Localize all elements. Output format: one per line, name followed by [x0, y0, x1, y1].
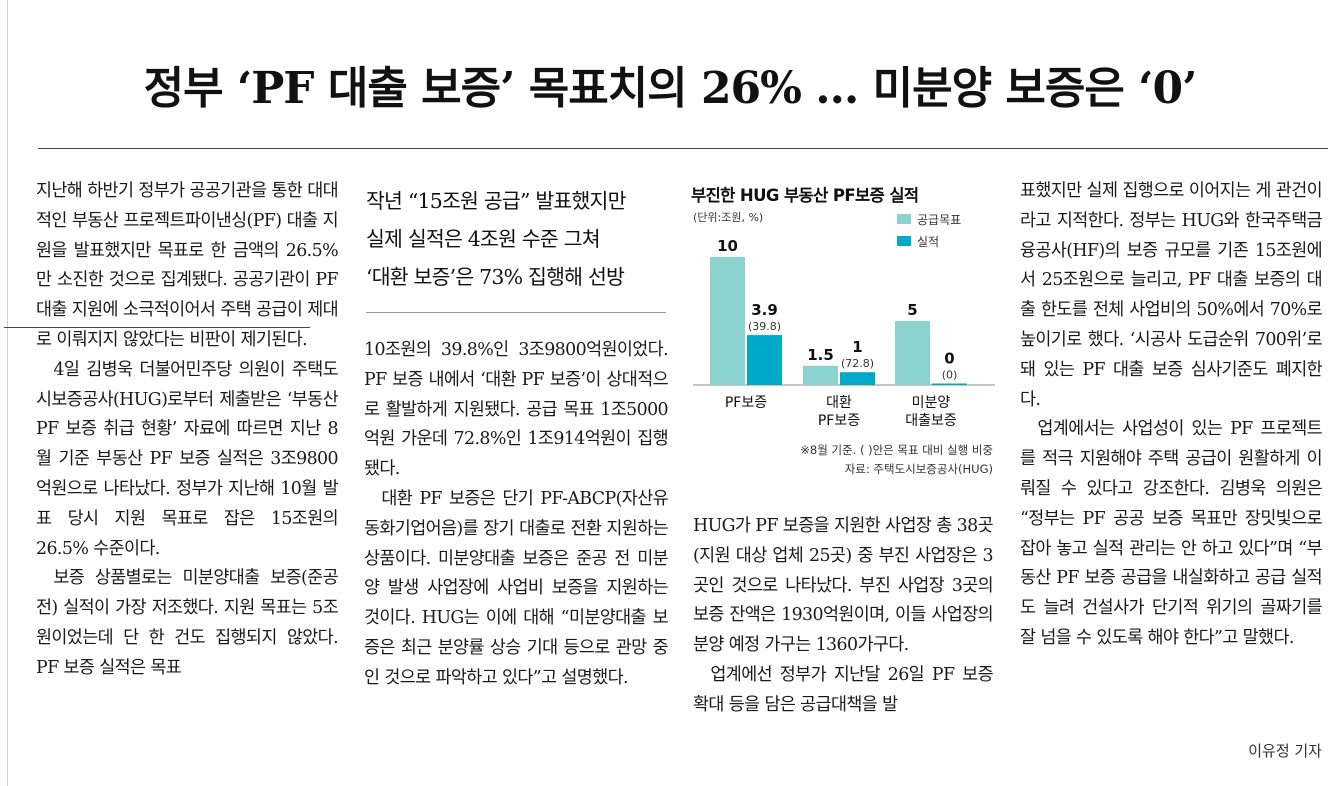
data-label-percent: (0) [942, 369, 958, 382]
bar [710, 257, 745, 385]
category-label: 대환 [826, 395, 852, 411]
data-label: 5 [907, 301, 917, 319]
chart-notes: ※8월 기준. ( )안은 목표 대비 실행 비중 자료: 주택도시보증공사(H… [800, 441, 993, 479]
subhead-line: 실제 실적은 4조원 수준 그쳐 [366, 227, 601, 251]
paragraph: 업계에서는 사업성이 있는 PF 프로젝트를 적극 지원해야 주택 공급이 원활… [1020, 419, 1323, 648]
data-label: 1 [852, 338, 862, 356]
data-label: 0 [944, 350, 954, 368]
bar [803, 365, 838, 385]
paragraph: 10조원의 39.8%인 3조9800억원이었다. PF 보증 내에서 ‘대환 … [364, 340, 669, 480]
category-label: 미분양 [912, 395, 951, 411]
paragraph: 대환 PF 보증은 단기 PF-ABCP(자산유동화기업어음)를 장기 대출로 … [364, 488, 669, 688]
legend-label: 실적 [917, 235, 939, 249]
article-column-4: 표했지만 실제 집행으로 이어지는 게 관건이라고 지적한다. 정부는 HUG와… [1020, 177, 1323, 654]
legend-swatch [897, 236, 911, 246]
bar [747, 335, 782, 385]
subhead-line: 작년 “15조원 공급” 발표했지만 [366, 189, 626, 213]
article-headline: 정부 ‘PF 대출 보증’ 목표치의 26% … 미분양 보증은 ‘0’ [143, 63, 1198, 114]
bar [932, 383, 967, 385]
paragraph: HUG가 PF 보증을 지원한 사업장 총 38곳(지원 대상 업체 25곳) … [693, 516, 994, 656]
chart-unit: (단위:조원, %) [693, 211, 764, 224]
chart-title: 부진한 HUG 부동산 PF보증 실적 [691, 186, 919, 205]
legend-label: 공급목표 [917, 213, 961, 227]
data-label: 10 [717, 237, 738, 255]
category-label: PF보증 [725, 395, 767, 411]
data-label: 3.9 [751, 301, 778, 319]
category-label: PF보증 [818, 413, 860, 429]
chart-footnote: ※8월 기준. ( )안은 목표 대비 실행 비중 [800, 443, 993, 457]
article-column-1: 지난해 하반기 정부가 공공기관을 통한 대대적인 부동산 프로젝트파이낸싱(P… [36, 177, 339, 684]
bar [840, 372, 875, 385]
page-left-border [7, 0, 8, 786]
article-column-3: HUG가 PF 보증을 지원한 사업장 총 38곳(지원 대상 업체 25곳) … [693, 512, 994, 721]
paragraph: 지난해 하반기 정부가 공공기관을 통한 대대적인 부동산 프로젝트파이낸싱(P… [36, 181, 339, 350]
data-label: 1.5 [807, 346, 834, 364]
article-column-2: 10조원의 39.8%인 3조9800억원이었다. PF 보증 내에서 ‘대환 … [364, 336, 669, 694]
headline-rule [38, 148, 1328, 149]
paragraph: 업계에선 정부가 지난달 26일 PF 보증 확대 등을 담은 공급대책을 발 [693, 664, 994, 715]
article-subhead: 작년 “15조원 공급” 발표했지만 실제 실적은 4조원 수준 그쳐 ‘대환 … [366, 182, 672, 296]
category-label: 대출보증 [905, 413, 957, 429]
paragraph: 보증 상품별로는 미분양대출 보증(준공 전) 실적이 가장 저조했다. 지원 … [36, 568, 339, 678]
paragraph: 4일 김병욱 더불어민주당 의원이 주택도시보증공사(HUG)로부터 제출받은 … [36, 359, 339, 559]
bar-chart: 부진한 HUG 부동산 PF보증 실적 (단위:조원, %) 공급목표 실적 10 3… [689, 176, 999, 488]
paragraph: 표했지만 실제 집행으로 이어지는 게 관건이라고 지적한다. 정부는 HUG와… [1020, 181, 1323, 410]
legend-swatch [897, 214, 911, 224]
bar [895, 321, 930, 385]
data-label-percent: (39.8) [748, 320, 781, 333]
subhead-rule [366, 312, 666, 313]
subhead-line: ‘대환 보증’은 73% 집행해 선방 [366, 265, 625, 289]
byline: 이유정 기자 [1248, 742, 1322, 760]
chart-bottom-rule [4, 327, 310, 328]
chart-source: 자료: 주택도시보증공사(HUG) [844, 462, 993, 476]
data-label-percent: (72.8) [841, 357, 874, 370]
